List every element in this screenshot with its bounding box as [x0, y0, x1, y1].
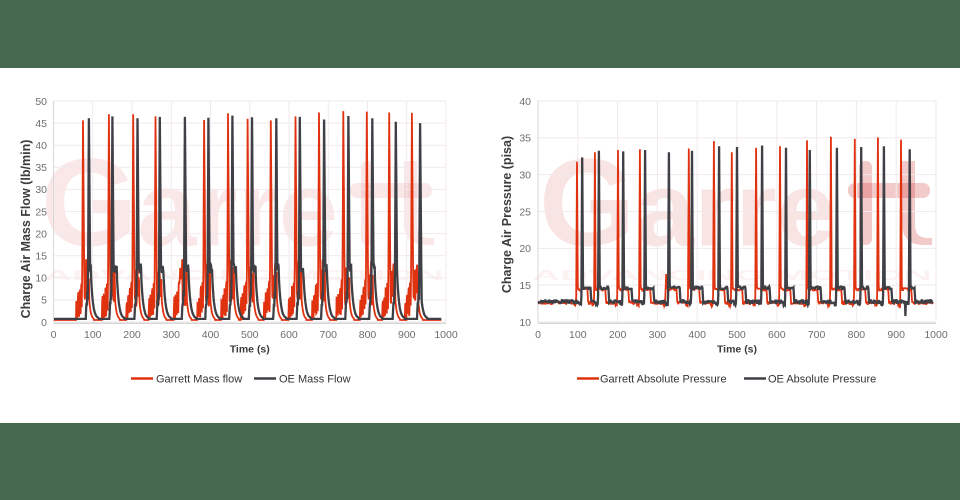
svg-text:25: 25 [519, 206, 531, 218]
svg-text:10: 10 [519, 317, 531, 329]
svg-text:20: 20 [35, 228, 47, 240]
svg-text:600: 600 [280, 329, 298, 341]
svg-text:30: 30 [519, 169, 531, 181]
svg-text:40: 40 [519, 96, 531, 108]
svg-text:5: 5 [41, 295, 47, 307]
svg-text:100: 100 [569, 329, 587, 341]
svg-text:45: 45 [35, 118, 47, 130]
svg-text:400: 400 [202, 329, 220, 341]
svg-text:40: 40 [35, 140, 47, 152]
svg-text:300: 300 [162, 329, 180, 341]
svg-text:700: 700 [319, 329, 337, 341]
svg-text:OE Absolute Pressure: OE Absolute Pressure [768, 374, 876, 386]
svg-text:0: 0 [535, 329, 541, 341]
svg-text:500: 500 [728, 329, 746, 341]
svg-text:100: 100 [84, 329, 102, 341]
svg-text:Charge Air Mass Flow (lb/min): Charge Air Mass Flow (lb/min) [19, 140, 33, 319]
svg-text:900: 900 [887, 329, 905, 341]
svg-text:OE Mass Flow: OE Mass Flow [279, 374, 351, 386]
svg-text:900: 900 [398, 329, 416, 341]
svg-text:Time (s): Time (s) [230, 344, 270, 356]
svg-text:20: 20 [519, 243, 531, 255]
svg-text:Time (s): Time (s) [717, 344, 757, 356]
svg-text:15: 15 [519, 280, 531, 292]
svg-text:200: 200 [123, 329, 141, 341]
svg-text:500: 500 [241, 329, 259, 341]
svg-text:200: 200 [609, 329, 627, 341]
svg-text:1000: 1000 [434, 329, 458, 341]
svg-text:ADVANCING MOTION: ADVANCING MOTION [44, 268, 444, 284]
svg-text:35: 35 [519, 133, 531, 145]
svg-text:0: 0 [41, 317, 47, 329]
svg-text:Garrett Absolute Pressure: Garrett Absolute Pressure [600, 374, 727, 386]
svg-text:Garre: Garre [41, 135, 338, 273]
svg-text:600: 600 [768, 329, 786, 341]
svg-text:700: 700 [808, 329, 826, 341]
svg-text:400: 400 [688, 329, 706, 341]
svg-text:0: 0 [51, 329, 57, 341]
svg-text:25: 25 [35, 206, 47, 218]
svg-text:35: 35 [35, 162, 47, 174]
svg-text:15: 15 [35, 251, 47, 263]
svg-text:30: 30 [35, 184, 47, 196]
svg-text:10: 10 [35, 273, 47, 285]
svg-text:800: 800 [848, 329, 866, 341]
svg-text:Charge Air Pressure (pisa): Charge Air Pressure (pisa) [500, 136, 514, 293]
svg-text:50: 50 [35, 96, 47, 108]
svg-text:1000: 1000 [924, 329, 948, 341]
svg-text:800: 800 [359, 329, 377, 341]
svg-text:300: 300 [649, 329, 667, 341]
svg-text:Garrett Mass flow: Garrett Mass flow [156, 374, 242, 386]
